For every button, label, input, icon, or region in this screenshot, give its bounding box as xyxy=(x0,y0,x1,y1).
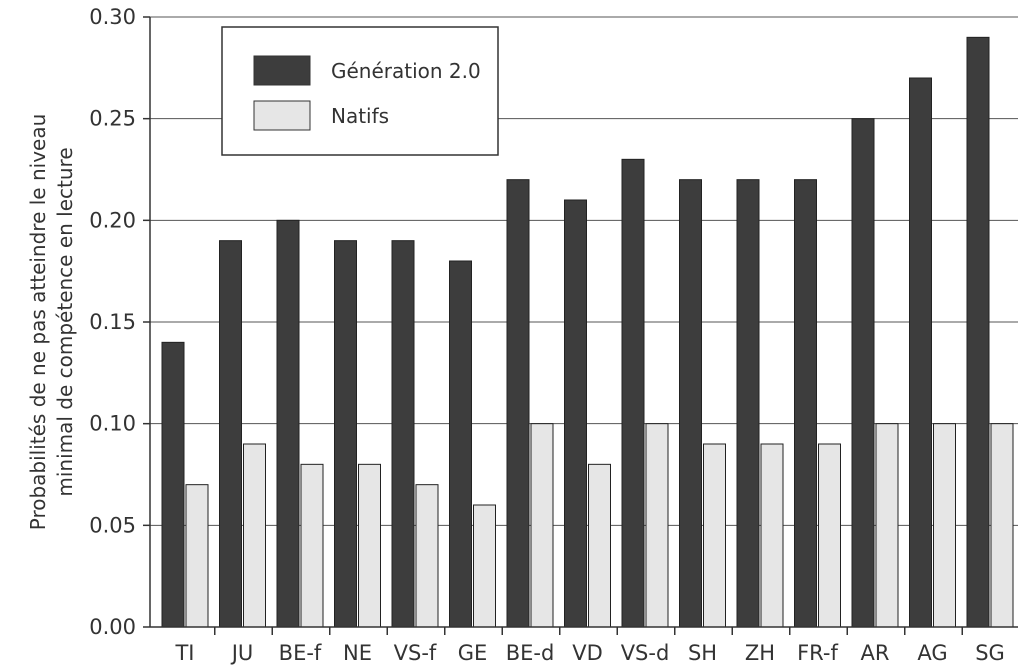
bar-generation xyxy=(219,240,242,628)
x-tick-label: BE-d xyxy=(506,641,555,665)
bar-generation xyxy=(909,77,932,628)
x-tick-label: VS-f xyxy=(394,641,437,665)
x-tick-label: TI xyxy=(174,641,194,665)
bar-generation xyxy=(391,240,415,628)
y-tick-label: 0.05 xyxy=(89,513,136,537)
legend-label-natifs: Natifs xyxy=(331,104,389,128)
bar-generation xyxy=(334,240,357,628)
y-tick-label: 0.25 xyxy=(89,107,136,131)
y-ticks: 0.00 0.05 0.10 0.15 0.20 0.25 0.30 xyxy=(89,5,150,639)
legend: Génération 2.0 Natifs xyxy=(221,26,499,156)
x-tick-label: JU xyxy=(230,641,254,665)
bar-natifs xyxy=(530,423,554,628)
bar-generation xyxy=(564,199,587,628)
bar-natifs xyxy=(588,463,611,628)
x-tick-label: SH xyxy=(688,641,717,665)
bar-generation xyxy=(736,179,760,628)
x-tick-label: SG xyxy=(975,641,1005,665)
bar-natifs xyxy=(818,443,841,628)
bar-natifs xyxy=(243,443,266,628)
x-tick-label: AG xyxy=(917,641,947,665)
bar-natifs xyxy=(933,423,956,628)
bar-natifs xyxy=(473,504,496,628)
bar-generation xyxy=(276,219,300,628)
bar-generation xyxy=(449,260,472,628)
y-axis-label: Probabilités de ne pas atteindre le nive… xyxy=(26,114,77,531)
bar-natifs xyxy=(358,463,381,628)
x-ticks: TI JU BE-f NE VS-f GE BE-d VD VS-d SH ZH FR-f AR AG SG xyxy=(174,627,1005,665)
bars xyxy=(161,36,1014,628)
bar-natifs xyxy=(990,423,1014,628)
bar-natifs xyxy=(645,423,669,628)
y-axis-label-line-2: minimal de compétence en lecture xyxy=(53,147,77,496)
bar-natifs xyxy=(300,463,324,628)
x-tick-label: ZH xyxy=(745,641,775,665)
bar-natifs xyxy=(703,443,726,628)
bar-generation xyxy=(506,179,530,628)
legend-box xyxy=(221,26,499,156)
bar-natifs xyxy=(875,423,899,628)
legend-swatch-natifs xyxy=(253,100,311,131)
x-tick-label: AR xyxy=(861,641,890,665)
bar-natifs xyxy=(760,443,784,628)
x-tick-label: BE-f xyxy=(279,641,322,665)
bar-natifs xyxy=(185,484,209,628)
x-tick-label: FR-f xyxy=(797,641,838,665)
bar-generation xyxy=(161,341,185,628)
x-tick-label: VS-d xyxy=(621,641,670,665)
bar-generation xyxy=(966,36,990,628)
bar-generation xyxy=(794,179,817,628)
y-tick-label: 0.20 xyxy=(89,208,136,232)
y-tick-label: 0.15 xyxy=(89,310,136,334)
y-tick-label: 0.10 xyxy=(89,412,136,436)
y-tick-label: 0.00 xyxy=(89,615,136,639)
y-tick-label: 0.30 xyxy=(89,5,136,29)
bar-natifs xyxy=(415,484,439,628)
x-tick-label: GE xyxy=(458,641,488,665)
y-axis-label-line-1: Probabilités de ne pas atteindre le nive… xyxy=(26,114,50,531)
bar-generation xyxy=(621,158,645,628)
legend-label-generation: Génération 2.0 xyxy=(331,59,481,83)
legend-swatch-generation xyxy=(253,55,311,86)
bar-generation xyxy=(679,179,702,628)
x-tick-label: VD xyxy=(572,641,603,665)
bar-generation xyxy=(851,118,875,628)
x-tick-label: NE xyxy=(343,641,372,665)
